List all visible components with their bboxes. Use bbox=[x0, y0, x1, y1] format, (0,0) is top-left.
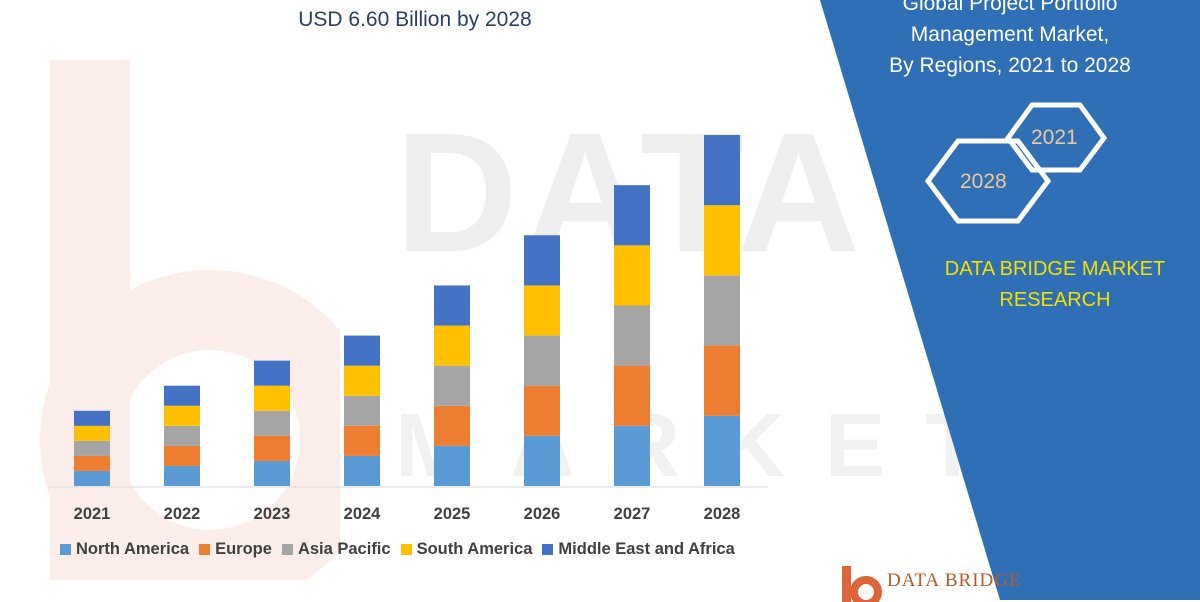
bar-2021-south-america bbox=[74, 425, 110, 441]
bar-2024-middle-east-and-africa bbox=[344, 335, 380, 366]
x-tick-label-2027: 2027 bbox=[614, 505, 651, 523]
chart-subtitle-text: USD 6.60 Billion by 2028 bbox=[298, 8, 532, 31]
legend-label: Europe bbox=[215, 540, 272, 558]
legend-item-south-america: South America bbox=[400, 540, 533, 559]
bar-2022-asia-pacific bbox=[164, 425, 200, 446]
bar-2025-middle-east-and-africa bbox=[434, 285, 470, 326]
footer-logo-icon bbox=[842, 566, 882, 602]
legend-label: Middle East and Africa bbox=[558, 540, 735, 558]
bar-2028-south-america bbox=[704, 205, 740, 276]
bar-2028-asia-pacific bbox=[704, 275, 740, 346]
side-title-line1: Global Project Portfolio bbox=[902, 0, 1118, 15]
bar-2024-north-america bbox=[344, 455, 380, 486]
footer-logo-text: DATA BRIDGE bbox=[887, 570, 1022, 591]
bar-2024-south-america bbox=[344, 365, 380, 396]
legend-swatch bbox=[60, 544, 71, 555]
bar-2022-north-america bbox=[164, 465, 200, 486]
bar-2023-asia-pacific bbox=[254, 410, 290, 436]
chart-subtitle: USD 6.60 Billion by 2028 bbox=[250, 8, 580, 32]
bar-2026-europe bbox=[524, 385, 560, 436]
legend-swatch bbox=[281, 544, 293, 555]
bar-2024-asia-pacific bbox=[344, 395, 380, 426]
bar-2023-north-america bbox=[254, 460, 290, 486]
bar-2026-asia-pacific bbox=[524, 335, 560, 386]
bar-2025-europe bbox=[434, 405, 470, 446]
legend-item-asia-pacific: Asia Pacific bbox=[281, 540, 391, 559]
bar-2021-middle-east-and-africa bbox=[74, 410, 110, 426]
bar-2027-south-america bbox=[614, 245, 650, 306]
bars-group bbox=[74, 135, 740, 486]
bar-2026-north-america bbox=[524, 435, 560, 486]
brand-line1: DATA BRIDGE MARKET bbox=[944, 258, 1166, 280]
bar-2027-middle-east-and-africa bbox=[614, 185, 650, 246]
x-tick-label-2025: 2025 bbox=[434, 505, 471, 523]
bar-2021-asia-pacific bbox=[74, 440, 110, 456]
brand-line2: RESEARCH bbox=[999, 289, 1111, 311]
x-tick-labels: 2021 2022 2023 2024 2025 2026 2027 2028 bbox=[74, 505, 741, 523]
bar-2023-europe bbox=[254, 435, 290, 461]
bar-2028-north-america bbox=[704, 415, 740, 486]
legend-label: North America bbox=[76, 540, 190, 558]
side-title-line3: By Regions, 2021 to 2028 bbox=[889, 54, 1131, 77]
legend-swatch bbox=[542, 544, 554, 555]
bar-2028-middle-east-and-africa bbox=[704, 135, 740, 206]
bar-2025-south-america bbox=[434, 325, 470, 366]
legend-swatch bbox=[199, 544, 211, 555]
bar-2022-europe bbox=[164, 445, 200, 466]
x-tick-label-2022: 2022 bbox=[164, 505, 201, 523]
brand-name: DATA BRIDGE MARKET RESEARCH bbox=[930, 254, 1180, 316]
chart-legend: North America Europe Asia Pacific South Ame… bbox=[60, 540, 735, 559]
legend-item-europe: Europe bbox=[199, 540, 272, 559]
bar-2027-north-america bbox=[614, 425, 650, 486]
legend-label: Asia Pacific bbox=[297, 540, 391, 558]
legend-item-middle-east-and-africa: Middle East and Africa bbox=[542, 540, 735, 559]
x-tick-label-2023: 2023 bbox=[254, 505, 291, 523]
legend-label: South America bbox=[416, 540, 533, 558]
bar-2023-south-america bbox=[254, 385, 290, 411]
bar-2027-europe bbox=[614, 365, 650, 426]
bar-2021-europe bbox=[74, 455, 110, 471]
legend-item-north-america: North America bbox=[60, 540, 189, 559]
bar-2026-south-america bbox=[524, 285, 560, 336]
bar-2025-asia-pacific bbox=[434, 365, 470, 406]
x-tick-label-2028: 2028 bbox=[704, 505, 741, 523]
hex-label-2028: 2028 bbox=[960, 170, 1007, 193]
x-tick-label-2021: 2021 bbox=[74, 505, 111, 523]
x-tick-label-2024: 2024 bbox=[344, 505, 382, 523]
bar-2022-south-america bbox=[164, 405, 200, 426]
bar-2026-middle-east-and-africa bbox=[524, 235, 560, 286]
bar-2027-asia-pacific bbox=[614, 305, 650, 366]
x-tick-label-2026: 2026 bbox=[524, 505, 561, 523]
legend-swatch bbox=[400, 544, 412, 555]
hex-label-2021: 2021 bbox=[1031, 126, 1078, 149]
side-title: Global Project Portfolio Management Mark… bbox=[860, 0, 1160, 81]
side-title-line2: Management Market, bbox=[910, 23, 1110, 46]
bar-2021-north-america bbox=[74, 470, 110, 486]
bar-2023-middle-east-and-africa bbox=[254, 360, 290, 386]
bar-2024-europe bbox=[344, 425, 380, 456]
bar-2028-europe bbox=[704, 345, 740, 416]
bar-2025-north-america bbox=[434, 445, 470, 486]
bar-2022-middle-east-and-africa bbox=[164, 385, 200, 406]
